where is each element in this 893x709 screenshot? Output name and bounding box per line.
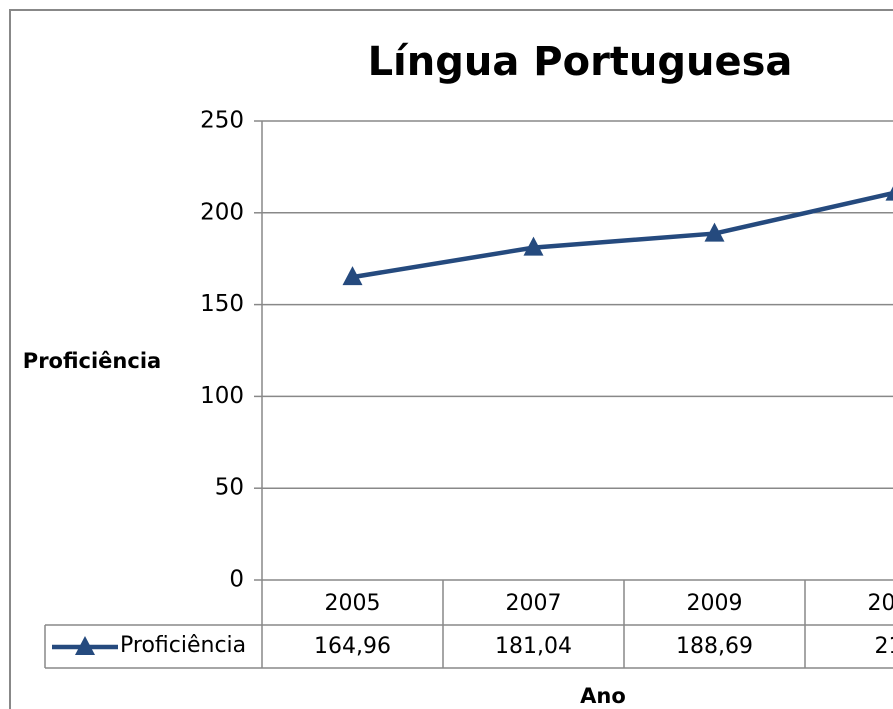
chart-border: [9, 9, 893, 709]
legend-label: Proficiência: [120, 633, 246, 658]
marker: [885, 186, 893, 201]
marker: [523, 236, 544, 256]
x-axis-label: Ano: [580, 684, 626, 708]
y-axis-label: Proficiência: [23, 349, 161, 373]
table-value: 181,04: [495, 634, 572, 659]
table-value: 164,96: [314, 634, 391, 659]
x-tick-label: 2007: [506, 591, 562, 616]
y-tick-label: 200: [200, 199, 244, 225]
y-tick-label: 150: [200, 291, 244, 317]
x-tick-label: 2005: [325, 591, 381, 616]
y-tick-label: 0: [229, 567, 244, 593]
x-tick-label: 2011: [868, 591, 893, 616]
y-tick-label: 100: [200, 383, 244, 409]
series-line: [352, 190, 893, 280]
marker: [704, 222, 725, 242]
table-value: 211: [875, 634, 893, 659]
chart-title: Língua Portuguesa: [368, 39, 793, 85]
y-tick-label: 250: [200, 108, 244, 134]
marker: [342, 266, 363, 286]
x-tick-label: 2009: [687, 591, 743, 616]
legend-marker: [75, 636, 95, 655]
y-tick-label: 50: [215, 475, 244, 501]
table-value: 188,69: [676, 634, 753, 659]
